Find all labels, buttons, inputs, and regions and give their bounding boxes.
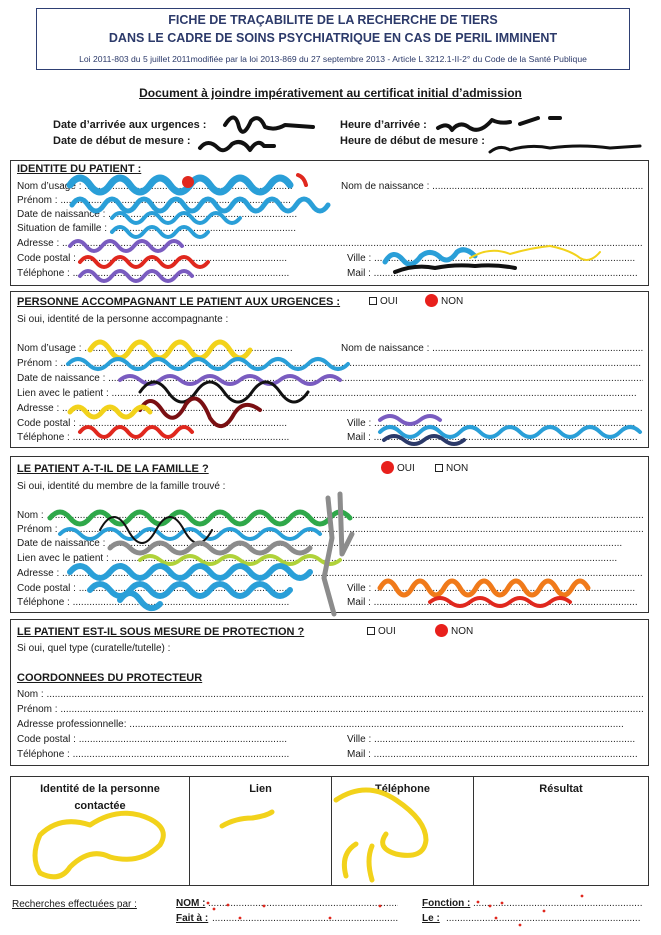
famille-code-postal-field[interactable]: Code postal : ..........................… xyxy=(17,583,288,594)
checkbox-icon xyxy=(369,297,377,305)
famille-telephone-field[interactable]: Téléphone : ............................… xyxy=(17,597,290,608)
protecteur-code-postal-field[interactable]: Code postal : ..........................… xyxy=(17,734,288,745)
patient-code-postal-field[interactable]: Code postal : ..........................… xyxy=(17,253,288,264)
accomp-ville-field[interactable]: Ville : ................................… xyxy=(347,418,636,429)
checkbox-icon xyxy=(367,627,375,635)
accomp-nom-naissance-field[interactable]: Nom de naissance : .....................… xyxy=(341,343,643,354)
table-header-lien: Lien xyxy=(249,783,272,795)
footer-le-label: Le : xyxy=(422,913,440,924)
patient-mail-field[interactable]: Mail : .................................… xyxy=(347,268,638,279)
accomp-telephone-field[interactable]: Téléphone : ............................… xyxy=(17,432,290,443)
footer-le-field[interactable]: ........................................… xyxy=(446,913,641,924)
accompagnant-title: PERSONNE ACCOMPAGNANT LE PATIENT AUX URG… xyxy=(17,296,341,308)
patient-adresse-field[interactable]: Adresse : ..............................… xyxy=(17,238,643,249)
table-column-telephone: Téléphone xyxy=(332,777,474,885)
famille-prenom-field[interactable]: Prénom : ...............................… xyxy=(17,524,643,535)
table-header-telephone: Téléphone xyxy=(374,783,430,795)
protection-non-option[interactable]: NON xyxy=(435,624,473,637)
famille-date-naissance-field[interactable]: Date de naissance : ....................… xyxy=(17,538,623,549)
footer-fait-a-label: Fait à : xyxy=(176,913,209,924)
section-accompagnant: PERSONNE ACCOMPAGNANT LE PATIENT AUX URG… xyxy=(10,291,649,448)
patient-situation-field[interactable]: Situation de famille : .................… xyxy=(17,223,296,234)
header-box: FICHE DE TRAÇABILITE DE LA RECHERCHE DE … xyxy=(36,8,630,70)
famille-ville-field[interactable]: Ville : ................................… xyxy=(347,583,636,594)
protecteur-nom-field[interactable]: Nom : ..................................… xyxy=(17,689,643,700)
protection-title: LE PATIENT EST-IL SOUS MESURE DE PROTECT… xyxy=(17,626,305,638)
protection-intro: Si oui, quel type (curatelle/tutelle) : xyxy=(17,643,171,654)
accomp-mail-field[interactable]: Mail : .................................… xyxy=(347,432,638,443)
famille-title: LE PATIENT A-T-IL DE LA FAMILLE ? xyxy=(17,463,209,475)
accomp-prenom-field[interactable]: Prénom : ...............................… xyxy=(17,358,642,369)
table-column-lien: Lien xyxy=(190,777,332,885)
accompagnant-non-label: NON xyxy=(441,296,464,307)
recherches-label: Recherches effectuées par : xyxy=(12,899,137,910)
patient-date-naissance-field[interactable]: Date de naissance : ....................… xyxy=(17,209,298,220)
filled-red-dot-icon xyxy=(425,294,438,307)
patient-ville-field[interactable]: Ville : ................................… xyxy=(347,253,636,264)
date-arrivee-label: Date d’arrivée aux urgences : xyxy=(53,119,207,131)
famille-nom-field[interactable]: Nom : ..................................… xyxy=(17,510,643,521)
patient-prenom-field[interactable]: Prénom : ...............................… xyxy=(17,195,291,206)
date-debut-label: Date de début de mesure : xyxy=(53,135,191,147)
accompagnant-non-option[interactable]: NON xyxy=(425,294,463,307)
famille-non-label: NON xyxy=(446,463,469,474)
form-title-line1: FICHE DE TRAÇABILITE DE LA RECHERCHE DE … xyxy=(168,13,498,27)
famille-non-option[interactable]: NON xyxy=(435,463,468,474)
patient-telephone-field[interactable]: Téléphone : ............................… xyxy=(17,268,290,279)
filled-red-dot-icon xyxy=(381,461,394,474)
accomp-lien-field[interactable]: Lien avec le patient : .................… xyxy=(17,388,637,399)
section-identite: IDENTITE DU PATIENT : Nom d’usage : ....… xyxy=(10,160,649,286)
protecteur-telephone-field[interactable]: Téléphone : ............................… xyxy=(17,749,290,760)
table-header-resultat: Résultat xyxy=(539,783,583,795)
heure-arrivee-label: Heure d’arrivée : xyxy=(340,119,427,131)
coordonnees-protecteur-title: COORDONNEES DU PROTECTEUR xyxy=(17,672,203,684)
patient-nom-naissance-field[interactable]: Nom de naissance : .....................… xyxy=(341,181,643,192)
checkbox-icon xyxy=(435,464,443,472)
famille-mail-field[interactable]: Mail : .................................… xyxy=(347,597,638,608)
protecteur-prenom-field[interactable]: Prénom : ...............................… xyxy=(17,704,643,715)
filled-red-dot-icon xyxy=(435,624,448,637)
famille-oui-option[interactable]: OUI xyxy=(381,461,415,474)
accomp-code-postal-field[interactable]: Code postal : ..........................… xyxy=(17,418,288,429)
famille-oui-label: OUI xyxy=(397,463,415,474)
footer-nom-field[interactable]: ........................................… xyxy=(208,898,398,909)
protecteur-adresse-field[interactable]: Adresse professionnelle: ...............… xyxy=(17,719,624,730)
contacts-table: Identité de la personne contactée Lien T… xyxy=(10,776,649,886)
footer-nom-label: NOM : xyxy=(176,898,206,909)
protection-oui-label: OUI xyxy=(378,626,396,637)
table-column-resultat: Résultat xyxy=(474,777,648,885)
protecteur-ville-field[interactable]: Ville : ................................… xyxy=(347,734,636,745)
section-famille: LE PATIENT A-T-IL DE LA FAMILLE ? OUI NO… xyxy=(10,456,649,613)
accompagnant-oui-label: OUI xyxy=(380,296,398,307)
accomp-nom-usage-field[interactable]: Nom d’usage : ..........................… xyxy=(17,343,293,354)
accompagnant-oui-option[interactable]: OUI xyxy=(369,296,398,307)
table-column-identite: Identité de la personne contactée xyxy=(11,777,190,885)
protecteur-mail-field[interactable]: Mail : .................................… xyxy=(347,749,638,760)
accompagnant-intro: Si oui, identité de la personne accompag… xyxy=(17,314,229,325)
famille-adresse-field[interactable]: Adresse : ..............................… xyxy=(17,568,643,579)
document-title: Document à joindre impérativement au cer… xyxy=(139,86,522,100)
accomp-date-naissance-field[interactable]: Date de naissance : ....................… xyxy=(17,373,643,384)
footer-fait-a-field[interactable]: ........................................… xyxy=(212,913,398,924)
patient-nom-usage-field[interactable]: Nom d’usage : ..........................… xyxy=(17,181,293,192)
heure-debut-label: Heure de début de mesure : xyxy=(340,135,485,147)
section-protection: LE PATIENT EST-IL SOUS MESURE DE PROTECT… xyxy=(10,619,649,766)
footer-fonction-label: Fonction : xyxy=(422,898,471,909)
famille-lien-field[interactable]: Lien avec le patient : .................… xyxy=(17,553,618,564)
protection-oui-option[interactable]: OUI xyxy=(367,626,396,637)
accomp-adresse-field[interactable]: Adresse : ..............................… xyxy=(17,403,643,414)
form-title-line2: DANS LE CADRE DE SOINS PSYCHIATRIQUE EN … xyxy=(108,31,558,45)
law-reference: Loi 2011-803 du 5 juillet 2011modifiée p… xyxy=(79,54,587,64)
identite-title: IDENTITE DU PATIENT : xyxy=(17,163,142,175)
protection-non-label: NON xyxy=(451,626,474,637)
footer-fonction-field[interactable]: ........................................… xyxy=(473,898,643,909)
table-header-identite: Identité de la personne contactée xyxy=(40,783,160,812)
famille-intro: Si oui, identité du membre de la famille… xyxy=(17,481,226,492)
